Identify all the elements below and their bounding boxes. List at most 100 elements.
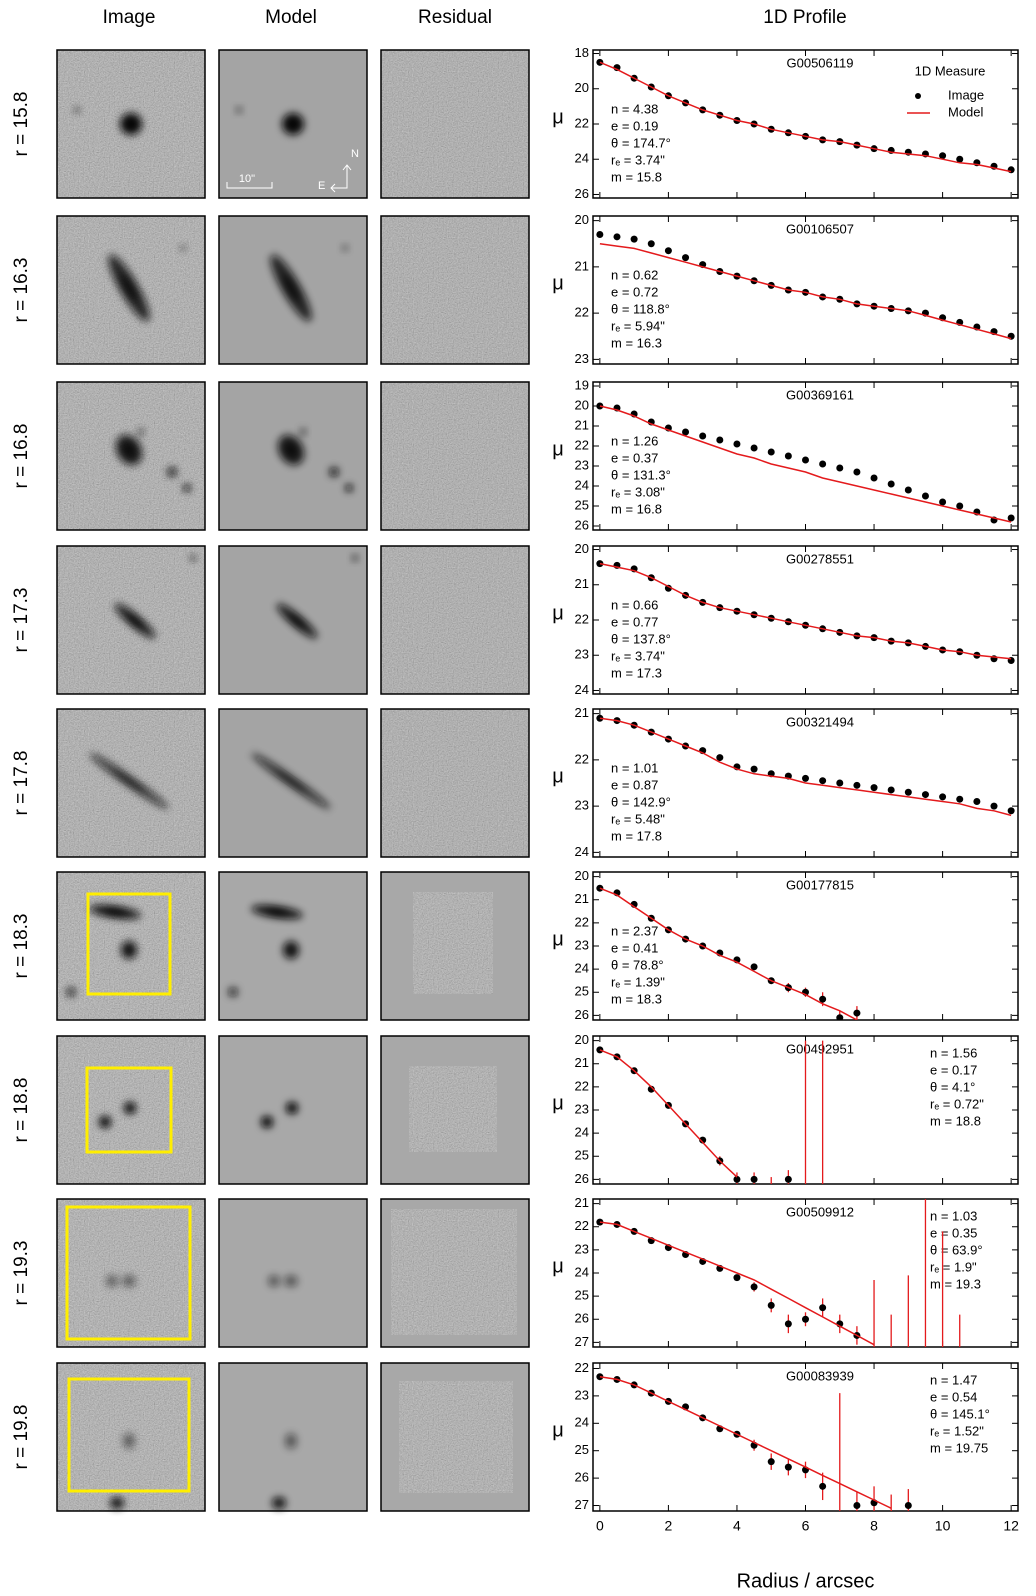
galaxy-core [231,990,235,994]
y-tick-label: 23 [575,1241,589,1256]
data-point [871,1350,878,1357]
column-header: Model [265,7,317,28]
noise [381,50,529,198]
galaxy-core [288,614,306,628]
plot-frame [592,49,1019,199]
y-tick-label: 26 [575,1311,589,1326]
galaxy-core [343,246,347,250]
data-point [784,1320,792,1328]
galaxy-core [285,443,297,457]
residual-panel [380,1035,530,1185]
galaxy-core [127,1105,133,1111]
galaxy-core [264,1119,270,1125]
data-point [990,802,998,810]
fit-parameter: n = 1.56 [930,1045,977,1060]
fit-parameter: θ = 137.8° [611,631,671,646]
data-point [596,1373,604,1381]
model-line [599,717,1012,817]
y-axis-label: μ [552,1419,564,1441]
row-label: r = 17.8 [11,751,32,816]
compass [330,164,352,193]
data-point [819,1304,827,1312]
galaxy-core [170,470,174,474]
galaxy-core [185,486,189,490]
data-point [819,995,827,1003]
y-axis-label: μ [552,1255,564,1277]
residual-panel [380,708,530,858]
galaxy-id: G00106507 [786,221,854,236]
model-line [599,1221,875,1346]
galaxy-core [125,946,133,954]
plot-area [596,560,1015,665]
fit-parameter: m = 18.8 [930,1113,981,1128]
fit-parameter: n = 2.37 [611,923,658,938]
data-point [596,58,604,66]
model-panel [218,1198,368,1348]
fit-parameter: rₑ = 3.08" [611,484,665,499]
fit-parameter: rₑ = 3.74" [611,152,665,167]
y-tick-label: 22 [575,751,589,766]
fit-parameter: θ = 78.8° [611,957,664,972]
panel-border [380,1035,530,1185]
panel-border [56,1362,206,1512]
panel-border [218,1198,368,1348]
data-point [888,1516,895,1523]
data-point [956,1350,963,1357]
x-tick-label: 8 [870,1518,878,1534]
x-tick-label: 6 [802,1518,810,1534]
compass-north: N [351,148,359,160]
legend-label: Image [948,87,984,102]
data-point [939,498,947,506]
galaxy-id: G00278551 [786,551,854,566]
data-point [802,1315,809,1323]
cutout-box [67,1377,191,1493]
y-tick-label: 26 [575,186,589,201]
fit-parameter: θ = 174.7° [611,135,671,150]
y-tick-label: 22 [575,305,589,320]
data-point [973,798,981,805]
y-axis-label: μ [552,602,564,624]
image-panel [56,708,206,858]
galaxy-core [75,108,79,112]
data-point [733,1274,741,1282]
data-point [596,1046,604,1054]
y-axis-label: μ [552,106,564,128]
compass-east: E [318,180,325,192]
data-point [596,884,604,892]
y-tick-label: 25 [575,1442,589,1457]
y-tick-label: 22 [575,437,589,452]
galaxy-core [69,990,73,994]
galaxy-core [139,430,143,434]
cutout-box [65,1205,192,1341]
data-point [750,765,758,773]
panel-border [218,215,368,365]
model-line [599,61,1012,173]
data-point [802,1187,809,1194]
galaxy-core [275,769,307,793]
data-point [716,436,724,444]
fit-parameter: m = 16.8 [611,501,662,516]
fit-parameter: rₑ = 5.94" [611,318,665,333]
model-panel [218,871,368,1021]
scale-bar [226,182,273,189]
data-point [819,460,827,468]
data-point [750,1283,758,1291]
data-point [921,492,929,500]
image-panel [56,1035,206,1185]
plot-area [596,884,861,1020]
residual-panel [380,1362,530,1512]
panel-border [218,1035,368,1185]
data-point [664,584,672,592]
panel-border [380,871,530,1021]
data-point [767,1458,775,1466]
data-point [870,474,878,482]
data-point [664,247,672,255]
data-point [802,456,809,464]
panel-background [219,1199,367,1347]
fit-parameter: e = 0.17 [930,1062,977,1077]
image-panel [56,1362,206,1512]
model-panel [218,708,368,858]
plot-area [596,714,1015,817]
